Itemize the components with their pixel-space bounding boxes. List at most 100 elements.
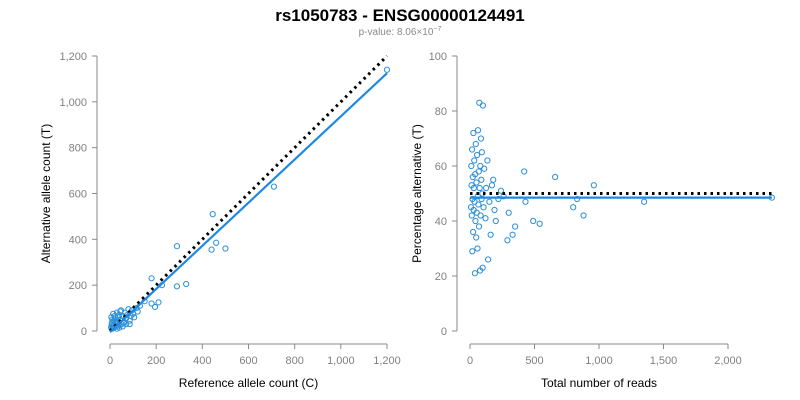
right-y-tick-label: 60 [435, 161, 447, 173]
p-value-text: p-value: 8.06×10 [359, 27, 434, 38]
right-data-point [469, 248, 476, 255]
right-data-point [468, 212, 475, 219]
left-y-axis-title: Alternative allele count (T) [39, 124, 53, 263]
right-data-point [471, 270, 479, 277]
left-data-point [183, 280, 190, 288]
left-y-tick-label: 600 [69, 189, 87, 201]
p-value-exponent: −7 [433, 26, 441, 33]
right-data-point [473, 151, 481, 159]
left-y-tick-label: 1,000 [59, 97, 87, 109]
right-data-point [469, 195, 476, 203]
right-data-point [476, 267, 484, 274]
right-data-point [512, 223, 519, 230]
chart-title: rs1050783 - ENSG00000124491 [275, 6, 525, 25]
right-x-tick-label: 500 [525, 355, 543, 367]
left-data-point [213, 239, 220, 246]
right-data-point [530, 217, 537, 225]
right-data-point [472, 140, 479, 148]
right-data-point [480, 204, 487, 211]
right-x-tick-label: 2,000 [714, 355, 742, 367]
right-data-point [484, 157, 491, 164]
right-data-point [580, 212, 587, 219]
left-y-tick-label: 400 [69, 234, 87, 246]
right-data-point [477, 135, 485, 142]
right-data-point [522, 198, 529, 205]
right-x-tick-label: 1,000 [585, 355, 613, 367]
left-y-tick-label: 200 [69, 280, 87, 292]
allele-count-scatter-panel: 0 200 400 600 800 1,000 1,200 0 200 400 600 800 1,00… [39, 51, 401, 390]
right-data-point [478, 149, 485, 156]
left-data-point [222, 245, 229, 252]
left-y-tick-label: 0 [81, 326, 87, 338]
left-data-point [123, 321, 130, 328]
left-data-point [108, 319, 115, 327]
right-x-axis-title: Total number of reads [541, 376, 657, 390]
right-data-point [482, 215, 489, 222]
right-y-tick-label: 20 [435, 271, 447, 283]
left-x-tick-label: 800 [285, 355, 303, 367]
left-y-tick-label: 800 [69, 143, 87, 155]
right-data-point [472, 217, 479, 225]
right-y-tick-label: 80 [435, 106, 447, 118]
right-data-point [468, 146, 476, 153]
left-x-tick-label: 0 [107, 355, 113, 367]
right-data-point [474, 245, 481, 252]
right-data-point [504, 237, 511, 244]
right-data-point [477, 162, 484, 170]
right-data-point [552, 173, 559, 181]
right-data-point [474, 127, 482, 134]
left-data-point [126, 321, 133, 328]
right-data-point [468, 182, 475, 189]
left-data-point [155, 299, 162, 306]
right-y-tick-label: 0 [441, 326, 447, 338]
left-data-point [209, 211, 216, 218]
right-data-point [473, 234, 480, 241]
left-data-point [148, 300, 155, 307]
right-data-point [641, 198, 648, 205]
left-data-point [383, 66, 391, 73]
left-x-tick-label: 1,200 [373, 355, 401, 367]
right-data-point [495, 195, 502, 203]
left-x-tick-label: 400 [193, 355, 211, 367]
right-data-point [475, 168, 482, 175]
left-reference-line [108, 54, 389, 333]
left-x-tick-label: 200 [147, 355, 165, 367]
right-data-point [484, 256, 492, 263]
left-data-point [208, 246, 215, 253]
right-data-point [479, 102, 486, 109]
p-value-label: p-value: 8.06×10−7 [359, 26, 442, 38]
right-data-point [478, 176, 485, 183]
percentage-alternative-scatter-panel: 0 500 1,000 1,500 2,000 0 20 40 60 80 100 Total num… [410, 51, 775, 390]
left-data-point [173, 283, 181, 290]
right-data-point [488, 182, 496, 189]
right-x-tick-label: 0 [467, 355, 473, 367]
left-data-point [173, 243, 181, 250]
left-data-point [110, 310, 117, 317]
right-data-point [469, 173, 476, 181]
right-data-point [470, 129, 477, 137]
left-data-point [270, 183, 277, 190]
right-data-point [573, 195, 581, 203]
right-data-point [486, 198, 493, 205]
right-data-point [467, 204, 475, 211]
left-x-axis-title: Reference allele count (C) [179, 376, 318, 390]
right-y-tick-label: 40 [435, 216, 447, 228]
right-data-point [491, 206, 498, 214]
right-data-point [509, 231, 516, 238]
right-data-point [521, 168, 528, 175]
left-data-point [117, 308, 124, 315]
left-data-point [131, 314, 138, 321]
right-data-point [492, 217, 499, 225]
right-data-point [505, 209, 512, 216]
right-data-point [483, 184, 490, 192]
left-data-point [108, 314, 115, 321]
right-data-point [468, 162, 475, 170]
left-fit-line [109, 72, 388, 333]
left-data-point [151, 303, 159, 311]
left-x-tick-label: 600 [239, 355, 257, 367]
right-data-point [570, 204, 577, 211]
left-data-point [148, 275, 155, 282]
right-data-point [473, 179, 480, 186]
